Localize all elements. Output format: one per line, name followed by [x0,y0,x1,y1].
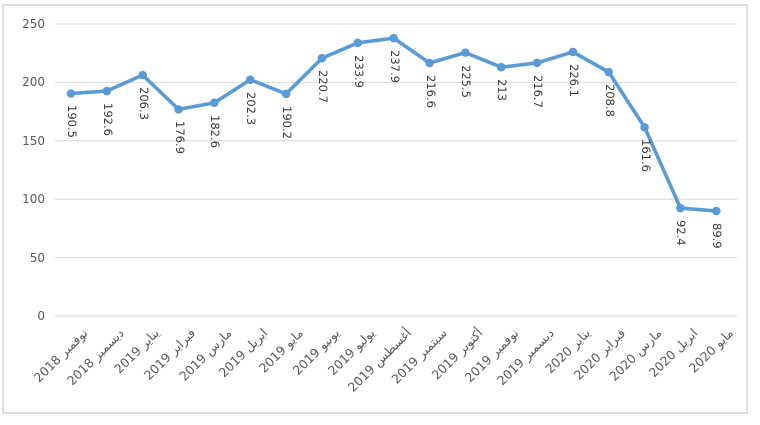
data-point-marker[interactable] [712,206,721,216]
data-point-marker[interactable] [174,105,183,114]
data-point-marker[interactable] [496,62,506,72]
data-point-marker[interactable] [66,89,76,98]
data-point-marker[interactable] [389,33,398,43]
data-point-marker[interactable] [425,58,434,68]
data-point-marker[interactable] [317,53,327,63]
data-point-marker[interactable] [640,122,649,132]
chart-frame [2,4,748,414]
data-point-marker[interactable] [604,67,614,77]
data-point-marker[interactable] [102,86,112,96]
data-point-marker[interactable] [138,70,147,80]
data-point-marker[interactable] [461,48,470,57]
data-point-marker[interactable] [532,58,542,68]
data-point-marker[interactable] [281,89,291,99]
data-point-marker[interactable] [245,75,255,85]
data-point-marker[interactable] [676,203,685,213]
data-series-line [69,36,719,213]
data-point-marker[interactable] [210,98,219,108]
data-point-marker[interactable] [353,38,363,48]
data-point-marker[interactable] [568,47,578,57]
